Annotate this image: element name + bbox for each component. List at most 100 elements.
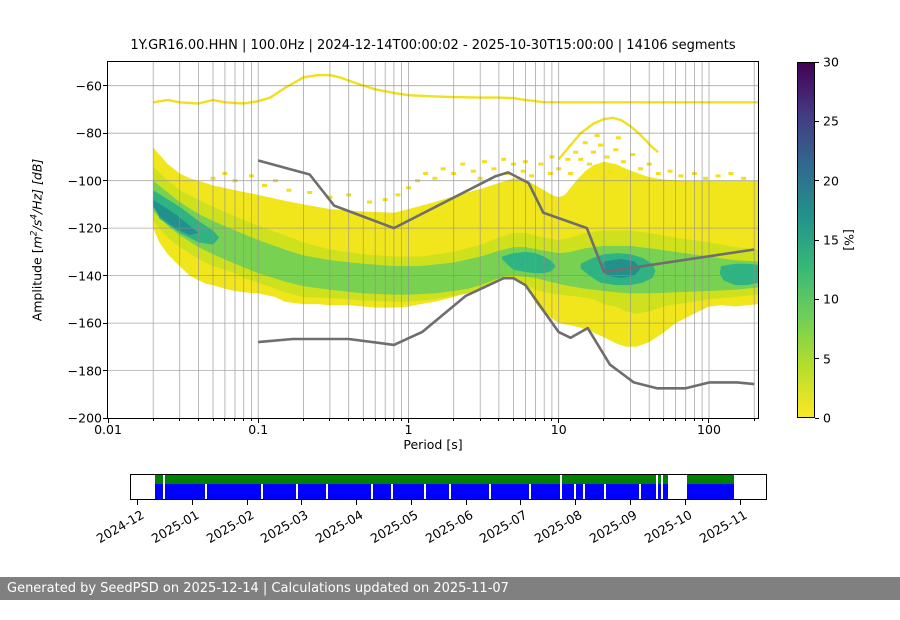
nhnm-curve bbox=[257, 159, 755, 274]
x-minor-tick bbox=[648, 418, 650, 421]
colorbar bbox=[797, 62, 815, 418]
x-minor-tick bbox=[374, 418, 376, 421]
speckle bbox=[568, 172, 574, 175]
x-minor-tick bbox=[348, 418, 350, 421]
x-minor-tick bbox=[212, 418, 214, 421]
y-axis-label: Amplitude [m2/s4/Hz] [dB] bbox=[29, 158, 45, 322]
x-tick bbox=[107, 418, 109, 423]
timeline-gap-blue bbox=[204, 484, 207, 499]
x-minor-tick bbox=[603, 418, 605, 421]
timeline-tick bbox=[465, 500, 467, 505]
speckle bbox=[728, 172, 734, 175]
timeline-tick bbox=[191, 500, 193, 505]
timeline-tick bbox=[739, 500, 741, 505]
x-tick bbox=[708, 418, 710, 423]
timeline-gap bbox=[559, 475, 562, 499]
speckle bbox=[616, 136, 621, 140]
speckle bbox=[607, 169, 613, 173]
speckle bbox=[578, 157, 584, 161]
colorbar-tick-label: 10 bbox=[823, 291, 839, 307]
x-minor-tick bbox=[629, 418, 631, 421]
timeline-tick bbox=[246, 500, 248, 505]
x-minor-tick bbox=[675, 418, 677, 421]
x-minor-tick bbox=[498, 418, 500, 421]
y-tick-label: −180 bbox=[67, 363, 102, 379]
speckle bbox=[565, 157, 571, 161]
timeline-gap-blue bbox=[390, 484, 393, 499]
x-tick-label: 1 bbox=[404, 422, 413, 437]
speckle bbox=[573, 150, 579, 154]
speckle bbox=[638, 167, 643, 171]
timeline-tick bbox=[410, 500, 412, 505]
timeline-tick bbox=[137, 500, 138, 505]
y-tick bbox=[103, 227, 108, 229]
x-minor-tick bbox=[224, 418, 226, 421]
x-minor-tick bbox=[543, 418, 545, 421]
speckle bbox=[715, 174, 721, 178]
speckle bbox=[741, 176, 747, 180]
x-tick bbox=[558, 418, 560, 423]
timeline-data-blue bbox=[687, 484, 735, 499]
speckle bbox=[655, 172, 661, 175]
timeline-tick bbox=[356, 500, 358, 505]
colorbar-label: [%] bbox=[841, 229, 857, 251]
ppsd-heatmap-svg bbox=[108, 62, 758, 418]
footer-bar: Generated by SeedPSD on 2025-12-14 | Cal… bbox=[0, 577, 900, 600]
speckle bbox=[367, 200, 372, 204]
speckle bbox=[286, 188, 292, 192]
speckle bbox=[460, 162, 466, 166]
speckle bbox=[470, 169, 476, 173]
colorbar-tick-label: 30 bbox=[823, 54, 839, 70]
x-minor-tick bbox=[302, 418, 304, 421]
speckle bbox=[613, 148, 619, 152]
speckle bbox=[594, 134, 600, 138]
x-minor-tick bbox=[243, 418, 245, 421]
timeline-tick bbox=[301, 500, 303, 505]
timeline-tick bbox=[575, 500, 577, 505]
y-tick bbox=[103, 322, 108, 324]
nlnm-curve bbox=[258, 276, 755, 390]
colorbar-tick bbox=[815, 180, 819, 182]
speckle bbox=[440, 167, 446, 171]
timeline-data-blue bbox=[155, 484, 669, 499]
x-minor-tick bbox=[384, 418, 386, 421]
x-minor-tick bbox=[663, 418, 665, 421]
x-minor-tick bbox=[179, 418, 181, 421]
colorbar-tick bbox=[815, 358, 819, 360]
colorbar-tick-label: 5 bbox=[823, 351, 831, 367]
timeline-gap-blue bbox=[296, 484, 299, 499]
speckle bbox=[604, 155, 610, 159]
colorbar-tick-label: 15 bbox=[823, 232, 839, 248]
x-minor-tick bbox=[329, 418, 331, 421]
timeline-data-green bbox=[155, 475, 669, 484]
speckle bbox=[520, 169, 526, 173]
x-minor-tick bbox=[401, 418, 403, 421]
colorbar-tick bbox=[815, 61, 819, 63]
speckle bbox=[538, 162, 544, 166]
speckle bbox=[621, 160, 626, 164]
speckle bbox=[598, 143, 604, 147]
x-minor-tick bbox=[197, 418, 199, 421]
density-layer bbox=[502, 251, 556, 274]
timeline-gap-blue bbox=[573, 484, 576, 499]
speckle bbox=[395, 193, 401, 197]
y-tick bbox=[103, 180, 108, 182]
x-minor-tick bbox=[513, 418, 514, 421]
x-minor-tick bbox=[534, 418, 536, 421]
timeline-data-green bbox=[687, 475, 735, 484]
outlier-line bbox=[557, 116, 660, 161]
timeline-gap-blue bbox=[371, 484, 374, 499]
speckle bbox=[262, 183, 267, 187]
speckle bbox=[432, 176, 438, 180]
timeline-gap-blue bbox=[488, 484, 491, 499]
colorbar-tick bbox=[815, 298, 819, 300]
plot-area bbox=[107, 61, 759, 419]
timeline-gap bbox=[163, 475, 166, 499]
colorbar-tick bbox=[815, 120, 819, 122]
density-layer bbox=[719, 263, 758, 286]
y-tick bbox=[103, 417, 108, 419]
speckle bbox=[586, 162, 592, 166]
x-tick-label: 10 bbox=[550, 422, 567, 437]
colorbar-tick-label: 20 bbox=[823, 173, 839, 189]
timeline-tick bbox=[520, 500, 522, 505]
